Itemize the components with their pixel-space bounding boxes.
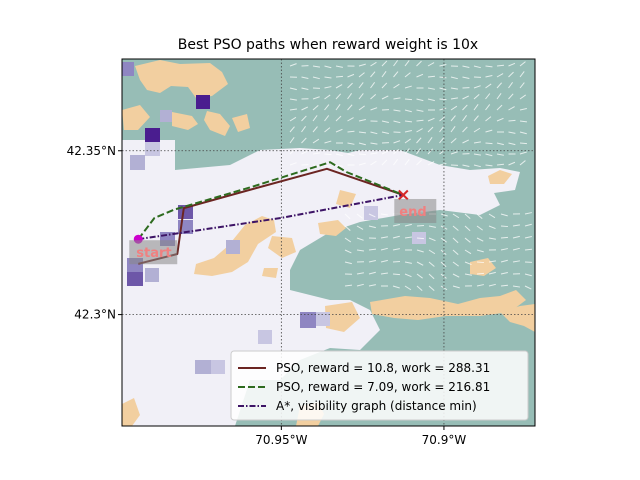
series-line-3 <box>138 194 404 241</box>
land-mass <box>268 236 296 258</box>
legend: PSO, reward = 10.8, work = 288.31 PSO, re… <box>230 350 529 421</box>
end-label-box <box>394 198 437 223</box>
x-tick-label: 70.9°W <box>422 433 467 447</box>
x-tick-label: 70.95°W <box>255 433 307 447</box>
density-overlay-strip <box>290 150 520 195</box>
land-mass <box>232 114 250 132</box>
marker-layer: start end <box>129 189 437 265</box>
land-mass <box>122 105 150 130</box>
legend-label-2: PSO, reward = 7.09, work = 216.81 <box>276 380 490 394</box>
start-label: start <box>136 246 171 261</box>
land-mass <box>122 398 140 426</box>
land-mass <box>135 60 228 98</box>
end-marker <box>398 189 409 201</box>
land-mass <box>204 111 230 136</box>
axis-ticks: 70.95°W 70.9°W 42.35°N 42.3°N <box>67 144 467 447</box>
y-tick-label: 42.3°N <box>74 308 116 322</box>
land-mass <box>470 258 496 276</box>
plot-frame <box>121 58 536 427</box>
current-arrows <box>289 60 533 292</box>
land-mass <box>488 170 512 184</box>
land-mass <box>336 190 356 208</box>
land-mass <box>262 268 278 278</box>
legend-label-3: A*, visibility graph (distance min) <box>276 399 477 413</box>
land-mass <box>172 112 198 130</box>
y-tick-label: 42.35°N <box>67 144 116 158</box>
land-mass <box>318 220 346 236</box>
end-label: end <box>399 205 426 220</box>
land-mass <box>325 302 360 332</box>
map-area: start end <box>122 59 535 426</box>
legend-label-1: PSO, reward = 10.8, work = 288.31 <box>276 361 490 375</box>
start-label-box <box>129 240 178 265</box>
legend-box <box>230 350 529 421</box>
land-mass <box>370 290 526 320</box>
series-line-2 <box>137 161 404 240</box>
chart-title: Best PSO paths when reward weight is 10x <box>178 37 478 53</box>
land-mass <box>500 304 535 332</box>
